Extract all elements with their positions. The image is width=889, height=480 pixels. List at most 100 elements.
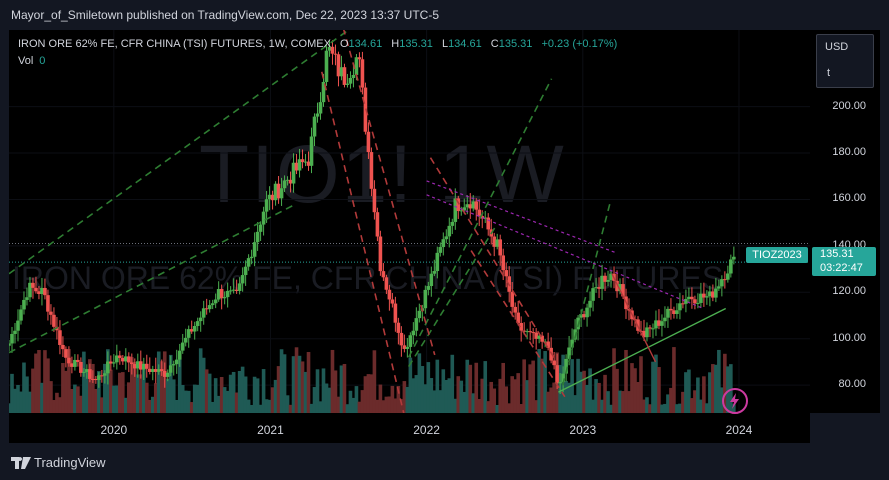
candle-body [130,362,134,365]
candle-body [249,256,254,259]
candle-body [40,287,44,294]
price-axis[interactable]: 80.00 100.00 120.00 140.00 160.00 180.00 200.0… [810,30,880,413]
candle-body [375,212,380,237]
candle-body [37,291,41,294]
time-tick-label: 2022 [413,423,440,437]
volume-bar [708,372,712,413]
volume-bar [498,378,503,413]
last-price-value: 135.31 [820,248,854,260]
candle-body [261,211,266,225]
volume-bar [132,361,137,413]
candle-body [411,330,416,336]
volume-bar [240,366,245,413]
candle-body [315,113,320,117]
candle-body [165,372,170,377]
candle-body [723,279,727,281]
candle-body [124,356,128,362]
candle-body [297,159,302,171]
volume-value: 0 [39,55,46,67]
volume-bar [9,403,11,413]
candle-body [705,296,709,298]
volume-bar [573,395,577,413]
volume-bar [130,357,134,413]
candle-body [369,152,374,189]
volume-bar [228,374,233,413]
volume-bar [612,348,616,413]
volume-bar [192,384,197,413]
volume-bar [270,387,275,413]
time-tick-label: 2023 [569,423,597,437]
candle-body [246,258,251,267]
candle-body [150,369,155,372]
candle-body [345,83,350,85]
trendline [407,226,496,367]
volume-bar [630,363,634,413]
candle-body [726,273,730,280]
volume-bar [582,370,586,413]
volume-bar [124,397,128,413]
price-chart-svg[interactable] [9,30,810,413]
candle-body [88,369,92,379]
volume-bar [462,391,467,413]
time-axis[interactable]: 2020 2021 2022 2023 2024 [9,413,810,443]
volume-bar [474,362,479,413]
candle-body [321,81,326,103]
volume-bar [147,399,152,413]
lightning-icon[interactable] [722,388,748,414]
candle-body [534,332,538,339]
candle-body [109,361,113,364]
candle-body [666,308,670,318]
volume-bar [234,392,239,413]
candle-body [579,314,583,318]
candle-body [552,360,556,366]
candle-body [159,369,164,371]
candle-body [687,296,691,300]
volume-bar [28,391,32,413]
candle-body [49,311,53,315]
candle-body [588,300,592,308]
candle-body [546,341,550,348]
candle-body [378,236,383,272]
volume-bar [219,376,224,413]
volume-bar [567,382,571,413]
high-value: 135.31 [399,38,433,50]
volume-bar [207,373,212,413]
candle-body [585,307,589,318]
volume-bar [67,349,71,413]
candle-body [73,359,77,367]
chart-area[interactable]: TIO1! 1W IRON ORE 62% FE, CFR CHINA (TSI… [9,30,810,413]
candle-body [342,67,347,85]
volume-bar [687,369,691,413]
candle-body [324,50,329,82]
candle-body [97,375,101,381]
candle-body [648,327,652,329]
volume-bar [468,364,473,413]
candle-body [28,282,32,298]
candle-body [492,236,497,247]
candle-body [582,314,586,318]
volume-bar [297,355,302,413]
symbol-name: IRON ORE 62% FE, CFR CHINA (TSI) FUTURES… [18,38,331,50]
candle-body [19,309,23,321]
volume-bar [213,378,218,413]
candle-body [603,275,607,282]
candle-body [720,279,724,287]
candle-body [267,194,272,200]
candle-body [34,287,38,292]
volume-bar [22,362,26,413]
volume-bar [516,373,520,413]
candle-body [504,270,509,277]
candle-body [570,339,574,348]
candle-body [516,312,520,323]
volume-bar [354,386,359,413]
candle-body [462,207,467,211]
candle-body [699,293,703,303]
candle-body [285,179,290,181]
candle-body [597,287,601,289]
currency-unit-button[interactable]: USD t [816,34,874,88]
candle-body [330,46,335,54]
volume-bar [603,374,607,413]
volume-bar [393,398,398,413]
candle-body [195,321,200,327]
open-value: 134.61 [348,38,383,50]
